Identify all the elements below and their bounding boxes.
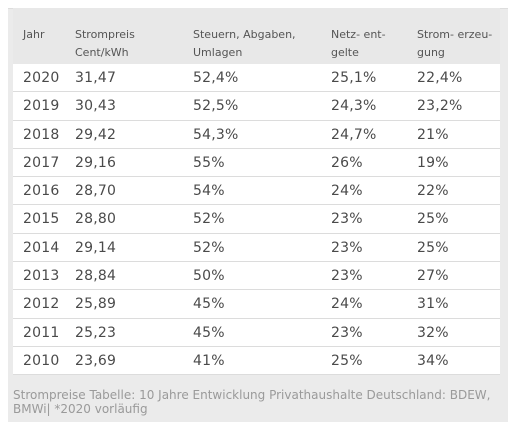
header-grid-fees: Netz- ent- gelte [331, 28, 386, 59]
generation-cell: 25% [417, 239, 449, 256]
generation-cell: 22,4% [417, 70, 463, 86]
table-row: 2017 29,16 55% 26% 19% [13, 148, 500, 178]
header-price: Strompreis Cent/kWh [75, 28, 135, 59]
table-row: 2012 25,89 45% 24% 31% [13, 290, 500, 319]
grid-fees-cell: 23% [331, 211, 363, 228]
header-generation: Strom- erzeu- gung [417, 28, 493, 59]
grid-fees-cell: 24,7% [331, 126, 377, 143]
taxes-cell: 45% [193, 324, 225, 341]
price-cell: 25,23 [75, 324, 117, 341]
price-cell: 23,69 [75, 352, 117, 369]
taxes-cell: 52,4% [193, 70, 239, 86]
grid-fees-cell: 24% [331, 183, 363, 200]
generation-cell: 25% [417, 211, 449, 228]
taxes-cell: 54,3% [193, 126, 239, 143]
year-cell: 2019 [23, 98, 60, 115]
generation-cell: 22% [417, 183, 449, 200]
table-row: 2019 30,43 52,5% 24,3% 23,2% [13, 92, 500, 121]
taxes-cell: 50% [193, 268, 225, 285]
year-cell: 2017 [23, 154, 60, 171]
price-cell: 29,16 [75, 154, 117, 171]
generation-cell: 21% [417, 126, 449, 143]
taxes-cell: 55% [193, 154, 225, 171]
price-cell: 29,14 [75, 239, 117, 256]
taxes-cell: 41% [193, 352, 225, 369]
year-cell: 2012 [23, 296, 60, 313]
grid-fees-cell: 23% [331, 268, 363, 285]
price-cell: 31,47 [75, 70, 117, 86]
header-taxes: Steuern, Abgaben, Umlagen [193, 28, 296, 59]
grid-fees-cell: 25% [331, 352, 363, 369]
year-cell: 2015 [23, 211, 60, 228]
price-cell: 29,42 [75, 126, 117, 143]
table-row: 2020 31,47 52,4% 25,1% 22,4% [13, 64, 500, 93]
price-cell: 25,89 [75, 296, 117, 313]
generation-cell: 27% [417, 268, 449, 285]
taxes-cell: 52% [193, 239, 225, 256]
table-header: Jahr Strompreis Cent/kWh Steuern, Abgabe… [13, 8, 500, 64]
price-cell: 28,84 [75, 268, 117, 285]
generation-cell: 19% [417, 154, 449, 171]
table-row: 2016 28,70 54% 24% 22% [13, 177, 500, 206]
price-cell: 28,70 [75, 183, 117, 200]
year-cell: 2018 [23, 126, 60, 143]
table-row: 2014 29,14 52% 23% 25% [13, 233, 500, 263]
year-cell: 2016 [23, 183, 60, 200]
year-cell: 2010 [23, 352, 60, 369]
grid-fees-cell: 23% [331, 324, 363, 341]
year-cell: 2011 [23, 324, 60, 341]
table-row: 2011 25,23 45% 23% 32% [13, 318, 500, 347]
price-cell: 28,80 [75, 211, 117, 228]
table-row: 2010 23,69 41% 25% 34% [13, 346, 500, 376]
grid-fees-cell: 24% [331, 296, 363, 313]
year-cell: 2013 [23, 268, 60, 285]
grid-fees-cell: 26% [331, 154, 363, 171]
taxes-cell: 52% [193, 211, 225, 228]
price-cell: 30,43 [75, 98, 117, 115]
grid-fees-cell: 23% [331, 239, 363, 256]
table-body: 2020 31,47 52,4% 25,1% 22,4% 2019 30,43 52,5% 24… [13, 64, 500, 376]
table-caption: Strompreise Tabelle: 10 Jahre Entwicklun… [13, 388, 491, 416]
taxes-cell: 45% [193, 296, 225, 313]
generation-cell: 23,2% [417, 98, 463, 115]
year-cell: 2014 [23, 239, 60, 256]
table-row: 2018 29,42 54,3% 24,7% 21% [13, 120, 500, 149]
table-row: 2013 28,84 50% 23% 27% [13, 262, 500, 291]
generation-cell: 34% [417, 352, 449, 369]
generation-cell: 31% [417, 296, 449, 313]
table-row: 2015 28,80 52% 23% 25% [13, 205, 500, 234]
taxes-cell: 54% [193, 183, 225, 200]
generation-cell: 32% [417, 324, 449, 341]
grid-fees-cell: 24,3% [331, 98, 377, 115]
header-year: Jahr [23, 28, 45, 41]
grid-fees-cell: 25,1% [331, 70, 377, 86]
year-cell: 2020 [23, 70, 60, 86]
taxes-cell: 52,5% [193, 98, 239, 115]
